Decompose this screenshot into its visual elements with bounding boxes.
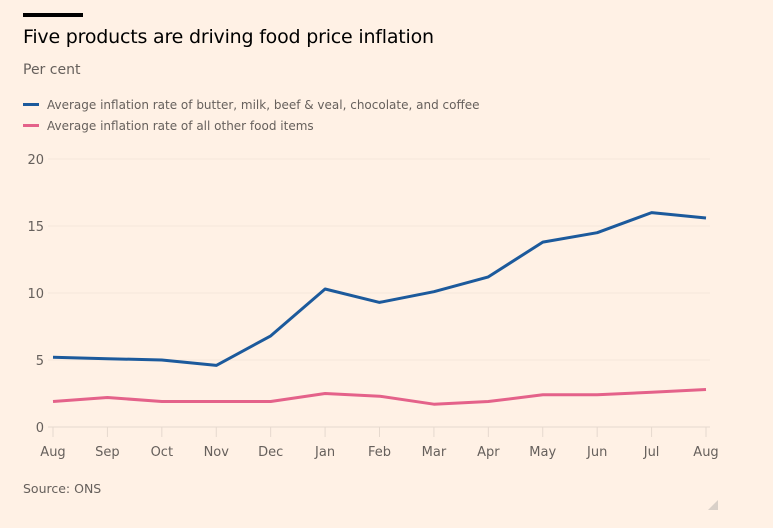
x-tick-label: Jun: [586, 445, 607, 460]
x-tick-label: Oct: [151, 445, 173, 460]
y-tick-label: 5: [36, 354, 44, 369]
x-tick-label: Aug: [693, 445, 718, 460]
legend-item-other-food: Average inflation rate of all other food…: [23, 115, 479, 136]
legend-swatch-blue: [23, 103, 39, 106]
y-tick-label: 10: [27, 287, 44, 302]
x-tick-label: May: [529, 445, 556, 460]
legend-item-top-products: Average inflation rate of butter, milk, …: [23, 94, 479, 115]
y-tick-label: 0: [36, 421, 44, 436]
brand-bar: [23, 13, 83, 17]
legend: Average inflation rate of butter, milk, …: [23, 94, 479, 136]
legend-label: Average inflation rate of butter, milk, …: [47, 97, 480, 112]
x-tick-label: Sep: [95, 445, 120, 460]
resize-handle-icon: [708, 500, 718, 510]
x-tick-label: Feb: [368, 445, 391, 460]
x-tick-label: Jan: [314, 445, 335, 460]
x-tick-label: Dec: [258, 445, 283, 460]
chart-title: Five products are driving food price inf…: [23, 26, 434, 48]
y-tick-label: 20: [27, 153, 44, 168]
x-tick-label: Jul: [643, 445, 660, 460]
source-note: Source: ONS: [23, 481, 102, 496]
x-tick-label: Apr: [477, 445, 500, 460]
legend-label: Average inflation rate of all other food…: [47, 118, 314, 133]
chart-subtitle: Per cent: [23, 62, 81, 78]
y-tick-label: 15: [27, 220, 44, 235]
series-line-top-products: [52, 211, 707, 367]
legend-swatch-pink: [23, 124, 39, 127]
x-tick-label: Mar: [422, 445, 447, 460]
series-line-other-food: [52, 388, 707, 406]
x-tick-label: Aug: [40, 445, 65, 460]
x-tick-label: Nov: [204, 445, 230, 460]
